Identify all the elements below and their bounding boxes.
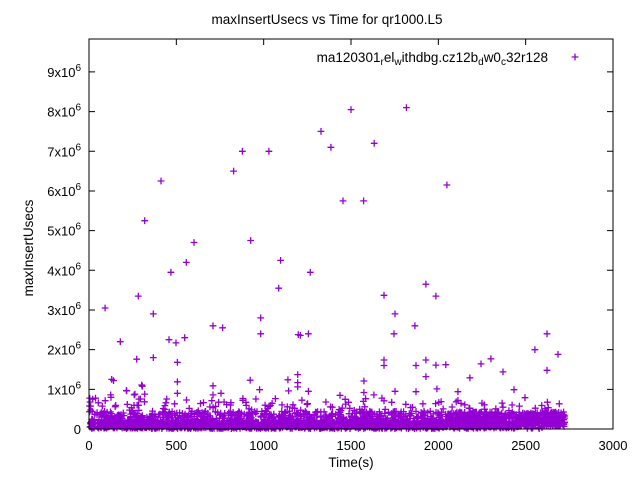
x-tick-label: 0 [85,438,92,453]
y-tick-label: 5x106 [47,222,81,239]
plot-border [88,38,614,430]
x-tick-label: 3000 [599,438,628,453]
data-points [86,104,568,432]
y-axis-label: maxInsertUsecs [21,199,36,296]
tick-marks [88,39,614,430]
y-tick-label: 3x106 [47,301,81,318]
legend: ma120301relwithdbg.cz12bdw0c32r128 [317,50,579,68]
y-tick-label: 6x106 [47,182,81,199]
y-tick-label: 2x106 [47,341,81,358]
y-tick-label: 9x106 [47,63,81,80]
y-tick-label: 4x106 [47,261,81,278]
y-tick-label: 1x106 [47,380,81,397]
x-tick-label: 500 [165,438,187,453]
outlier-markers [86,104,562,414]
y-tick-label: 7x106 [47,142,81,159]
x-tick-label: 1500 [337,438,366,453]
chart-title: maxInsertUsecs vs Time for qr1000.L5 [211,12,442,27]
legend-label: ma120301relwithdbg.cz12bdw0c32r128 [317,50,548,68]
plot-frame [88,38,614,430]
legend-marker-icon [571,53,579,61]
x-axis-label: Time(s) [328,455,373,470]
y-tick-label: 8x106 [47,103,81,120]
x-tick-label: 1000 [249,438,278,453]
y-tick-label: 0 [74,422,81,437]
dense-band-markers [86,394,568,432]
x-tick-label: 2500 [511,438,540,453]
x-tick-label: 2000 [424,438,453,453]
